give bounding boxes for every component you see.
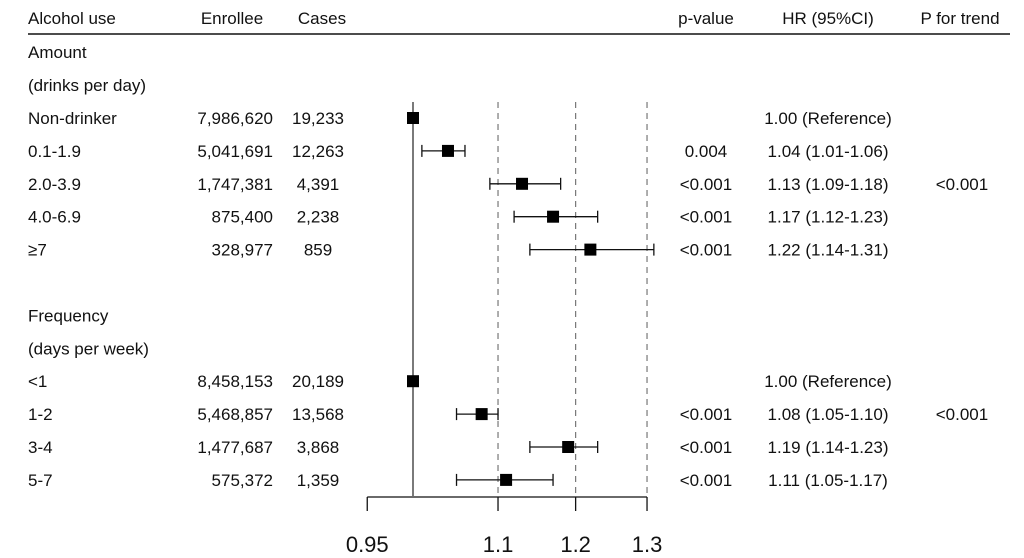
axis-tick-label: 1.1 (483, 532, 514, 557)
hr-point-marker (584, 243, 597, 256)
p-value: <0.001 (680, 241, 732, 260)
hr-point-marker (547, 210, 560, 223)
axis-tick-label: 0.95 (346, 532, 389, 557)
enrollee-value: 7,986,620 (197, 109, 273, 128)
hr-point-marker (516, 177, 529, 190)
row-label: Amount (28, 43, 87, 62)
enrollee-value: 1,747,381 (197, 175, 273, 194)
row-label: (drinks per day) (28, 76, 146, 95)
axis-tick-label: 1.3 (632, 532, 663, 557)
table-row: ≥7 328,977 859 <0.001 1.22 (1.14-1.31) (28, 241, 888, 260)
hr-ci-text: 1.11 (1.05-1.17) (768, 471, 888, 490)
p-value: <0.001 (680, 405, 732, 424)
cases-value: 2,238 (297, 208, 340, 227)
p-value: <0.001 (680, 438, 732, 457)
enrollee-value: 1,477,687 (197, 438, 273, 457)
table-row: Non-drinker 7,986,620 19,233 1.00 (Referenc… (28, 109, 892, 128)
row-label: 1-2 (28, 405, 53, 424)
table-row: 0.1-1.9 5,041,691 12,263 0.004 1.04 (1.01-1.… (28, 142, 888, 161)
enrollee-value: 328,977 (212, 241, 273, 260)
row-label: Frequency (28, 306, 109, 325)
enrollee-value: 575,372 (212, 471, 273, 490)
table-row: <1 8,458,153 20,189 1.00 (Reference) (28, 372, 892, 391)
cases-value: 19,233 (292, 109, 344, 128)
cases-value: 20,189 (292, 372, 344, 391)
header-hr: HR (95%CI) (782, 9, 874, 28)
row-label: 3-4 (28, 438, 53, 457)
p-value: <0.001 (680, 471, 732, 490)
header-p-value: p-value (678, 9, 734, 28)
hr-point-marker (562, 441, 575, 453)
enrollee-value: 5,041,691 (197, 142, 273, 161)
hr-point-marker (407, 112, 419, 124)
row-label: Non-drinker (28, 109, 117, 128)
row-label: 2.0-3.9 (28, 175, 81, 194)
header-cases: Cases (298, 9, 346, 28)
hr-ci-text: 1.04 (1.01-1.06) (768, 142, 889, 161)
cases-value: 1,359 (297, 471, 340, 490)
table-row: 1-2 5,468,857 13,568 <0.001 1.08 (1.05-1.10)… (28, 405, 988, 424)
hr-ci-text: 1.22 (1.14-1.31) (768, 241, 889, 260)
header-p-for-trend: P for trend (920, 9, 999, 28)
table-row: 2.0-3.9 1,747,381 4,391 <0.001 1.13 (1.09-1.… (28, 175, 988, 194)
enrollee-value: 875,400 (212, 208, 273, 227)
hr-point-marker (407, 375, 419, 388)
table-row: Frequency (28, 306, 109, 325)
cases-value: 12,263 (292, 142, 344, 161)
table-row: 3-4 1,477,687 3,868 <0.001 1.19 (1.14-1.23) (28, 438, 888, 457)
table-row: (drinks per day) (28, 76, 146, 95)
enrollee-value: 8,458,153 (197, 372, 273, 391)
cases-value: 859 (304, 241, 332, 260)
hr-ci-text: 1.19 (1.14-1.23) (768, 438, 889, 457)
enrollee-value: 5,468,857 (197, 405, 273, 424)
guide-lines (412, 102, 648, 496)
axis-tick-label: 1.2 (560, 532, 591, 557)
hr-ci-text: 1.17 (1.12-1.23) (768, 208, 889, 227)
p-value: <0.001 (680, 208, 732, 227)
row-label: 5-7 (28, 471, 53, 490)
cases-value: 3,868 (297, 438, 340, 457)
hr-ci-text: 1.00 (Reference) (764, 372, 892, 391)
row-label: (days per week) (28, 339, 149, 358)
p-value: 0.004 (685, 142, 728, 161)
hr-point-marker (441, 144, 454, 157)
header-alcohol-use: Alcohol use (28, 9, 116, 28)
table-row: (days per week) (28, 339, 149, 358)
p-for-trend-value: <0.001 (936, 175, 988, 194)
x-axis: 0.95 1.1 1.2 1.3 (346, 496, 663, 557)
table-row: 4.0-6.9 875,400 2,238 <0.001 1.17 (1.12-1.23… (28, 208, 888, 227)
hr-ci-text: 1.00 (Reference) (764, 109, 892, 128)
hr-point-marker (475, 408, 488, 421)
p-value: <0.001 (680, 175, 732, 194)
header-row: Alcohol use Enrollee Cases p-value HR (9… (28, 9, 1010, 35)
table-row: 5-7 575,372 1,359 <0.001 1.11 (1.05-1.17) (28, 471, 888, 490)
row-label: <1 (28, 372, 47, 391)
row-label: ≥7 (28, 241, 47, 260)
table-row: Amount (28, 43, 87, 62)
hr-point-marker (500, 473, 513, 486)
p-for-trend-value: <0.001 (936, 405, 988, 424)
row-label: 4.0-6.9 (28, 208, 81, 227)
hr-ci-text: 1.08 (1.05-1.10) (768, 405, 889, 424)
row-label: 0.1-1.9 (28, 142, 81, 161)
cases-value: 4,391 (297, 175, 340, 194)
table-rows: Amount (drinks per day) Non-drinker 7,986,6… (28, 43, 988, 490)
hr-ci-text: 1.13 (1.09-1.18) (768, 175, 889, 194)
header-enrollee: Enrollee (201, 9, 263, 28)
cases-value: 13,568 (292, 405, 344, 424)
